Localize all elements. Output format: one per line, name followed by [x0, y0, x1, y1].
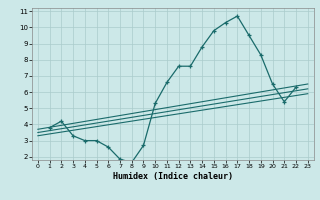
X-axis label: Humidex (Indice chaleur): Humidex (Indice chaleur)	[113, 172, 233, 181]
